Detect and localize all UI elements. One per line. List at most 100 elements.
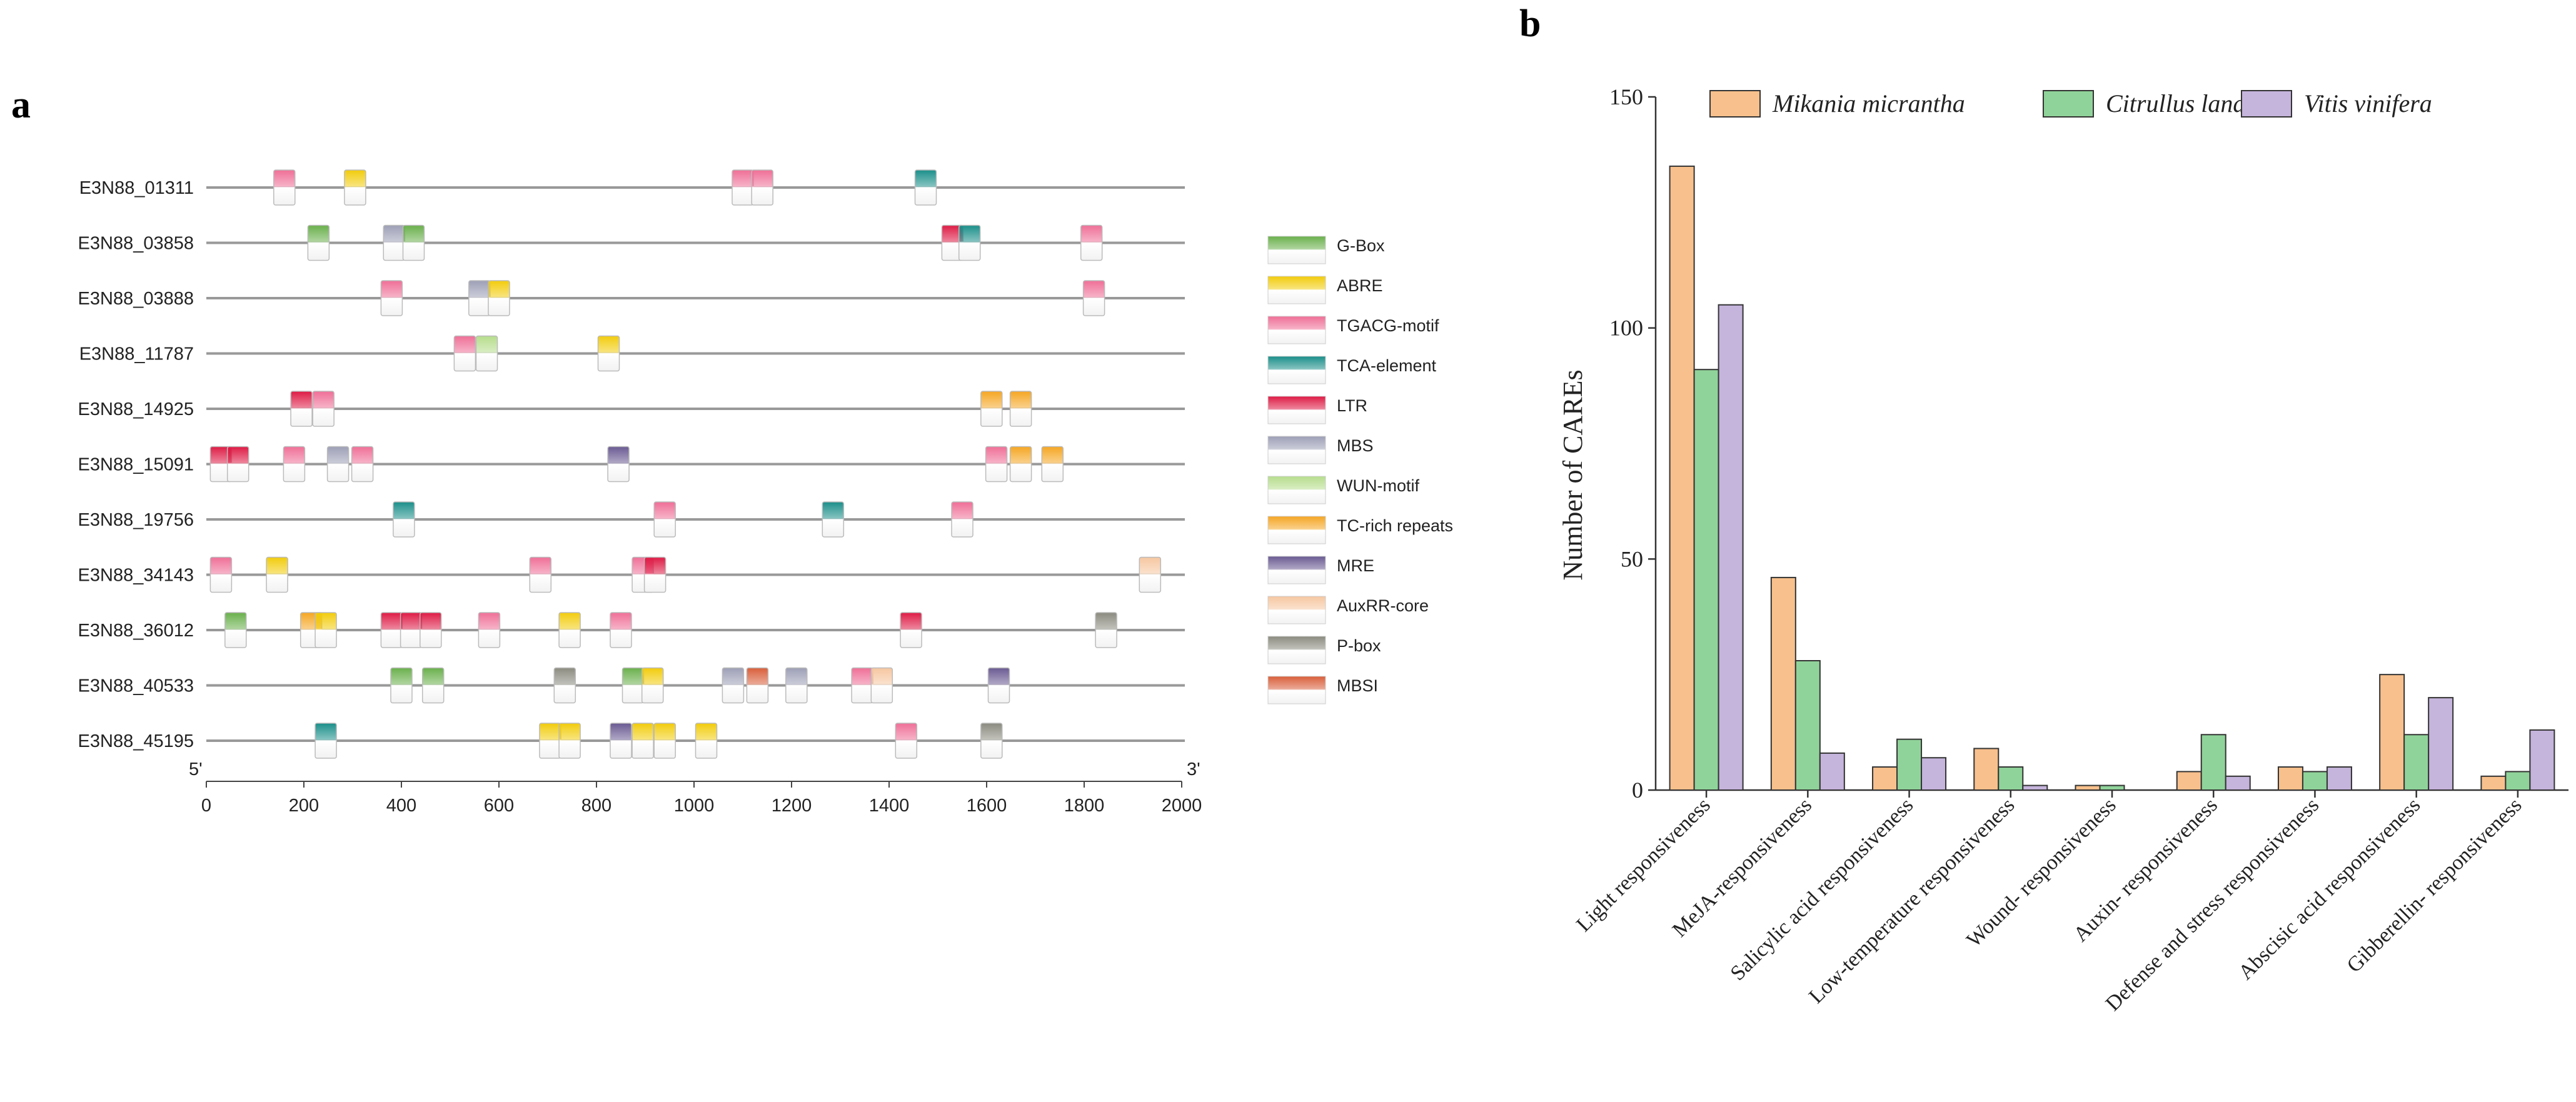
element-tc-rich-repeats: TC-rich repeats	[1041, 446, 1064, 483]
element-tca-element: TCA-element	[393, 501, 415, 538]
element-g-box: G-Box	[621, 667, 645, 704]
x-tick-label: 800	[581, 796, 611, 816]
gene-label: E3N88_03888	[78, 289, 194, 309]
x-tick-label: 400	[386, 796, 416, 816]
element-mre: MRE	[607, 446, 630, 483]
legend-swatch	[2241, 90, 2292, 118]
category-label: Salicylic acid responsiveness	[1726, 793, 1918, 985]
legend-swatch	[1709, 90, 1761, 118]
legend-swatch	[1267, 476, 1326, 504]
gene-row-e3n88-40533: E3N88_40533G-BoxG-BoxP-boxG-BoxABREMBSMB…	[78, 667, 1185, 704]
legend-label: MBSI	[1337, 676, 1378, 695]
legend-item-tc-rich-repeats: TC-rich repeats	[1267, 516, 1453, 544]
legend-label: LTR	[1337, 396, 1367, 415]
element-tgacg-motif: TGACG-motif	[751, 169, 773, 206]
element-auxrr-core: AuxRR-core	[870, 667, 893, 704]
element-g-box: G-Box	[402, 224, 425, 261]
bar-citrullus-lanatus-light-responsiveness	[1693, 369, 1719, 791]
bar-citrullus-lanatus-gibberellin-responsiveness	[2505, 771, 2531, 791]
category-label: Abscisic acid responsiveness	[2234, 793, 2425, 984]
x-tick-label: 1200	[772, 796, 812, 816]
bar-vitis-vinifera-defense-and-stress-responsiveness	[2326, 766, 2352, 791]
element-mbs: MBS	[785, 667, 808, 704]
gene-row-e3n88-36012: E3N88_36012G-BoxTC-rich repeatsABRELTRLT…	[78, 612, 1185, 648]
panel-a-letter: a	[11, 84, 31, 126]
gene-label: E3N88_36012	[78, 621, 194, 641]
bar-vitis-vinifera-light-responsiveness	[1718, 304, 1744, 791]
element-ltr: LTR	[226, 446, 249, 483]
element-ltr: LTR	[420, 612, 442, 648]
element-tgacg-motif: TGACG-motif	[1082, 280, 1105, 316]
element-g-box: G-Box	[224, 612, 247, 648]
gene-label: E3N88_19756	[78, 510, 194, 530]
element-abre: ABRE	[597, 335, 620, 372]
five-prime-label: 5'	[189, 759, 203, 779]
bar-mikania-micrantha-gibberellin-responsiveness	[2480, 775, 2507, 791]
bar-series	[1669, 165, 2555, 791]
gene-label: E3N88_15091	[78, 455, 194, 475]
legend-swatch	[1267, 556, 1326, 584]
element-tca-element: TCA-element	[822, 501, 845, 538]
legend-label: MBS	[1337, 436, 1374, 455]
category-label: Gibberellin- responsiveness	[2343, 793, 2527, 977]
legend-item-tca-element: TCA-element	[1267, 356, 1437, 384]
bar-mikania-micrantha-light-responsiveness	[1669, 165, 1695, 791]
bar-citrullus-lanatus-meja-responsiveness	[1794, 659, 1821, 791]
element-tgacg-motif: TGACG-motif	[610, 612, 632, 648]
element-ltr: LTR	[400, 612, 423, 648]
element-abre: ABRE	[641, 667, 664, 704]
element-g-box: G-Box	[307, 224, 330, 261]
element-tc-rich-repeats: TC-rich repeats	[980, 391, 1003, 427]
gene-row-e3n88-34143: E3N88_34143TGACG-motifABRETGACG-motifTGA…	[78, 556, 1185, 593]
element-p-box: P-box	[1095, 612, 1117, 648]
element-abre: ABRE	[539, 723, 561, 759]
element-tgacg-motif: TGACG-motif	[283, 446, 306, 483]
gene-row-e3n88-03858: E3N88_03858G-BoxMBSG-BoxLTRTCA-elementTG…	[78, 224, 1185, 261]
element-p-box: P-box	[980, 723, 1003, 759]
legend-swatch	[1267, 316, 1326, 344]
bar-vitis-vinifera-salicylic-acid-responsiveness	[1921, 757, 1947, 791]
legend-swatch	[1267, 236, 1326, 264]
gene-row-e3n88-01311: E3N88_01311TGACG-motifABRETGACG-motifTGA…	[79, 169, 1185, 206]
bar-citrullus-lanatus-defense-and-stress-responsiveness	[2302, 771, 2328, 791]
y-tick-label: 150	[1609, 84, 1643, 109]
legend-label: P-box	[1337, 636, 1381, 655]
x-tick-label: 600	[484, 796, 514, 816]
panel-a-x-axis: 5' 3' 0 200 400 600 800 1000 1200 1400 1600 1800 2…	[189, 759, 1202, 816]
legend-item-wun-motif: WUN-motif	[1267, 476, 1419, 504]
legend-swatch	[1267, 396, 1326, 424]
element-mbs: MBS	[326, 446, 350, 483]
legend-swatch	[1267, 516, 1326, 544]
element-abre: ABRE	[344, 169, 366, 206]
legend-item-abre: ABRE	[1267, 276, 1383, 304]
element-mbs: MBS	[722, 667, 745, 704]
legend-item-ltr: LTR	[1267, 396, 1367, 424]
element-tca-element: TCA-element	[914, 169, 937, 206]
panel-b-legend: Mikania micrantha Citrullus lanatus Vitis …	[1709, 89, 2432, 118]
x-tick-label: 2000	[1162, 796, 1202, 816]
panel-a: a E3N88_01311TGACG-motifABRETGACG-motifT…	[11, 84, 1453, 816]
bar-citrullus-lanatus-salicylic-acid-responsiveness	[1896, 738, 1923, 791]
legend-item-citrullus-lanatus: Citrullus lanatus	[2043, 89, 2275, 118]
legend-label: Mikania micrantha	[1772, 89, 1965, 118]
legend-label: TGACG-motif	[1337, 316, 1439, 335]
legend-swatch	[1267, 356, 1326, 384]
element-mbsi: MBSI	[746, 667, 769, 704]
gene-label: E3N88_45195	[78, 731, 194, 751]
legend-item-mre: MRE	[1267, 556, 1374, 584]
gene-label: E3N88_34143	[78, 566, 194, 586]
gene-row-e3n88-15091: E3N88_15091LTRLTRTGACG-motifMBSTGACG-mot…	[78, 446, 1185, 483]
legend-item-mbs: MBS	[1267, 436, 1374, 464]
legend-item-mbsi: MBSI	[1267, 676, 1378, 704]
x-tick-label: 1400	[869, 796, 910, 816]
category-label: Defense and stress responsiveness	[2101, 793, 2323, 1015]
three-prime-label: 3'	[1187, 759, 1200, 779]
legend-label: WUN-motif	[1337, 476, 1419, 495]
panel-b-letter: b	[1519, 3, 1541, 45]
legend-swatch	[1267, 436, 1326, 464]
element-tgacg-motif: TGACG-motif	[951, 501, 974, 538]
bar-citrullus-lanatus-auxin-responsiveness	[2200, 734, 2226, 791]
element-g-box: G-Box	[390, 667, 413, 704]
element-wun-motif: WUN-motif	[475, 335, 498, 372]
